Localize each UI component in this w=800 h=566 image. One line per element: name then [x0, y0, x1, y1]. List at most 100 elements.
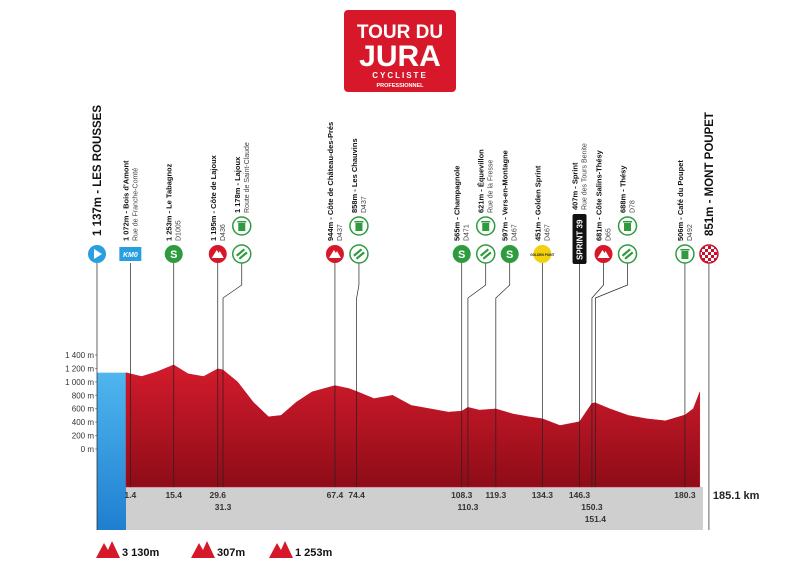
logo-line: PROFESSIONNEL [376, 83, 424, 89]
point-label: 451m - Golden Sprint [533, 165, 542, 241]
point-detail: Rue de Franche-Comté [132, 168, 139, 241]
icon-waste [349, 216, 369, 236]
icon-lid [481, 221, 491, 223]
point-label: 506m - Café du Poupet [676, 160, 685, 241]
icon-badge [119, 247, 142, 261]
point-detail: D467 [544, 224, 551, 241]
logo-box [344, 10, 456, 92]
badge-text: S [458, 249, 465, 261]
icon-bar [353, 248, 363, 257]
km-label: 31.3 [215, 502, 232, 512]
icon-feed [349, 244, 369, 264]
icon-bar [355, 251, 365, 260]
y-tick-label: 200 m [72, 432, 95, 441]
point-detail: D492 [687, 224, 694, 241]
connector [495, 263, 511, 487]
y-tick-label: 0 m [81, 445, 95, 454]
point-label: 621m - Équevillon [477, 149, 486, 213]
point-label: 1 072m - Bois d'Amont [121, 160, 130, 241]
km-label: 151.4 [585, 514, 607, 524]
y-tick-label: 1 400 m [65, 351, 94, 360]
icon-sprint: S [500, 245, 519, 263]
icon-circle [533, 245, 552, 263]
icon-mountain [597, 250, 610, 258]
icon-bin [238, 223, 246, 231]
point-detail: D436 [220, 224, 227, 241]
icon-sprint: S [452, 245, 471, 263]
point-label: 1 195m - Côte de Lajoux [209, 154, 218, 241]
icon-climb [208, 245, 227, 263]
point-detail: D471 [464, 224, 471, 241]
km-label: 180.3 [674, 490, 696, 500]
summary-icon [269, 541, 293, 558]
point-label: 858m - Les Chauvins [350, 138, 359, 213]
icon-circle [617, 244, 638, 264]
icon-start [88, 245, 106, 263]
point-label: 1 137m - LES ROUSSES [92, 105, 104, 236]
icon-km0: KM0 [119, 247, 142, 261]
icon-golden: GOLDEN POINT [530, 245, 555, 263]
km-label: 29.6 [209, 490, 226, 500]
point-label: 1 178m - Lajoux [233, 156, 242, 213]
icon-circle [699, 244, 719, 264]
connector [591, 263, 604, 487]
km-label: 74.4 [348, 490, 365, 500]
point-detail: D437 [337, 224, 344, 241]
total-distance: 185.1 km [713, 490, 760, 502]
icon-bar [624, 251, 634, 260]
icon-lid [354, 221, 364, 223]
km-label: 108.3 [451, 490, 473, 500]
icon-lid [623, 221, 633, 223]
icon-climb [325, 245, 344, 263]
icon-climb [594, 245, 613, 263]
km-label: 67.4 [327, 490, 344, 500]
km-label: 1.4 [124, 490, 136, 500]
km-label: 119.3 [485, 490, 506, 500]
icon-feed [232, 244, 252, 264]
point-detail: D65 [606, 228, 613, 241]
point-label: 597m - Vers-en-Montagne [501, 150, 510, 241]
summary-value: 3 130m [122, 547, 160, 559]
icon-bar [482, 251, 492, 260]
point-label: 851m - MONT POUPET [704, 112, 716, 236]
icon-feed [617, 244, 638, 264]
point-detail: D467 [512, 224, 519, 241]
icon-circle [475, 244, 496, 264]
icon-circle [452, 245, 471, 263]
y-tick-label: 800 m [72, 391, 95, 400]
elevation-profile [125, 364, 701, 488]
icon-waste [475, 216, 496, 236]
km-label: 134.3 [532, 490, 554, 500]
point-detail: D437 [361, 196, 368, 213]
connector [222, 263, 243, 487]
icon-mountain [328, 250, 341, 258]
point-label: 944m - Côte de Château-des-Prés [326, 122, 335, 241]
icon-waste [232, 216, 252, 236]
point-label: 681m - Côte Salins-Thésy [595, 149, 604, 241]
icon-lid [680, 249, 690, 251]
y-tick-label: 1 200 m [65, 364, 94, 373]
icon-mountain [211, 250, 224, 258]
point-detail: D78 [630, 200, 637, 213]
icon-sprint: S [164, 245, 183, 263]
km-label: 146.3 [569, 490, 591, 500]
icon-lid [237, 221, 247, 223]
icon-circle [500, 245, 519, 263]
icon-finish [699, 244, 719, 264]
icon-bar [236, 248, 246, 257]
point-detail: Rue de la Fresse [488, 160, 495, 213]
icon-bar [479, 248, 490, 257]
point-label: 688m - Thésy [619, 165, 628, 213]
km-strip [97, 487, 703, 530]
summary-icon [96, 541, 120, 558]
y-tick-label: 600 m [72, 405, 95, 414]
summary-value: 1 253m [295, 547, 333, 559]
icon-bin [624, 223, 632, 231]
neutral-zone [97, 372, 126, 530]
icon-feed [475, 244, 496, 264]
connector [356, 263, 360, 487]
point-detail: Rue des Tours Benite [582, 143, 589, 210]
point-label: 407m - Sprint [571, 162, 580, 210]
badge-text: SPRINT 39 [576, 219, 585, 260]
